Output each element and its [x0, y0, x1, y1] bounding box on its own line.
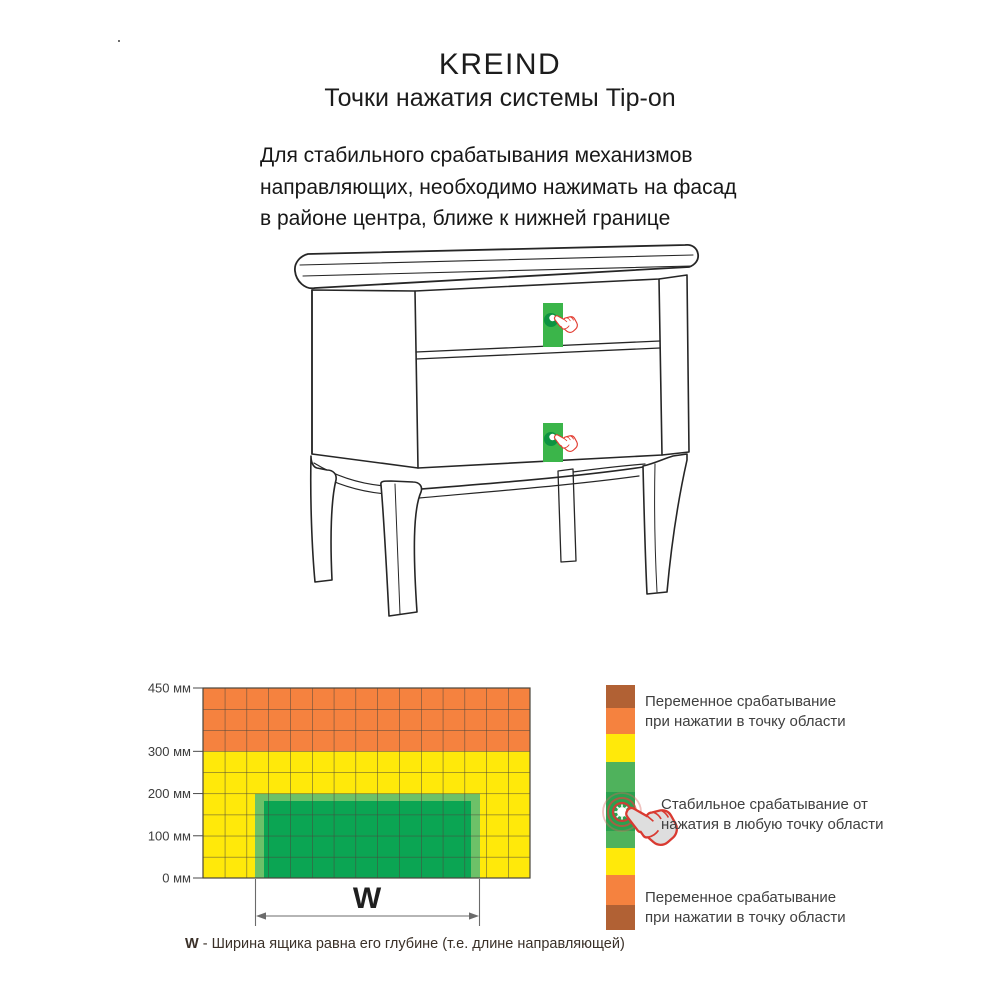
page-subtitle: Точки нажатия системы Tip-on: [324, 84, 676, 112]
cabinet-top: [294, 243, 700, 290]
legend-strip-segment: [606, 848, 635, 875]
brand-title: KREIND: [438, 48, 562, 81]
tick-200: 200 мм: [148, 786, 191, 801]
stray-mark: ·: [116, 30, 122, 50]
press-point-marker-bottom: [543, 423, 581, 462]
legend-entry-variable-top: Переменное срабатывание при нажатии в то…: [645, 693, 846, 730]
width-label: W: [353, 882, 382, 915]
legend-strip-segment: [606, 905, 635, 930]
press-zone-grid: 450 мм 300 мм 200 мм 100 мм 0 мм W: [148, 681, 531, 926]
tick-300: 300 мм: [148, 744, 191, 759]
grid-border: [202, 687, 531, 879]
tick-0: 0 мм: [162, 871, 191, 886]
cabinet-legs: [309, 453, 688, 617]
width-caption-text: - Ширина ящика равна его глубине (т.е. д…: [198, 936, 625, 952]
legend-strip-segment: [606, 875, 635, 905]
width-dimension: [254, 879, 481, 926]
legend-strip-segment: [606, 708, 635, 734]
touch-burst: [614, 804, 630, 820]
width-caption-prefix: W: [185, 936, 199, 952]
legend-strip-segment: [606, 762, 635, 792]
width-caption: W - Ширина ящика равна его глубине (т.е.…: [185, 936, 625, 952]
tick-100: 100 мм: [148, 828, 191, 843]
legend-press-icon: [602, 789, 685, 854]
tick-450: 450 мм: [148, 681, 191, 696]
grid-lines: [203, 688, 530, 878]
description-text: Для стабильного срабатывания механизмов …: [260, 144, 737, 230]
axis-ticks: [193, 687, 203, 879]
legend-strip-segment: [606, 831, 635, 848]
nightstand-drawing: [294, 243, 700, 617]
legend-strip-segment: [606, 734, 635, 762]
press-point-marker-top: [543, 303, 581, 347]
legend-entry-variable-bottom: Переменное срабатывание при нажатии в то…: [645, 889, 846, 926]
axis-tick-labels: 450 мм 300 мм 200 мм 100 мм 0 мм: [148, 681, 191, 886]
cabinet-body: [311, 274, 690, 469]
legend-entry-stable: Стабильное срабатывание от нажатия в люб…: [661, 796, 884, 833]
legend-color-strip: [606, 685, 635, 930]
legend-strip-segment: [606, 685, 635, 708]
